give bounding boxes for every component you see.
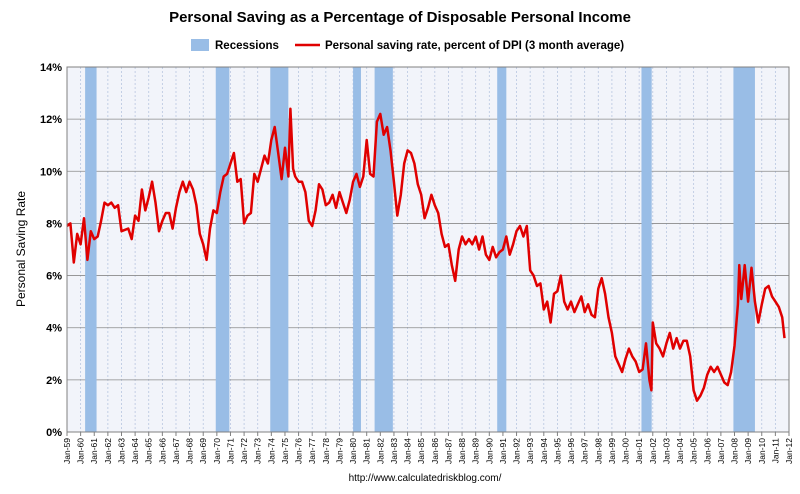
- y-tick-label: 6%: [46, 271, 62, 283]
- x-tick-label: Jan-73: [253, 438, 263, 464]
- x-tick-label: Jan-90: [484, 438, 494, 464]
- x-tick-label: Jan-92: [512, 438, 522, 464]
- y-tick-label: 4%: [46, 323, 62, 335]
- x-tick-label: Jan-95: [552, 438, 562, 464]
- y-axis-ticks: 0% 2% 4% 6% 8% 10% 12% 14%: [40, 62, 62, 439]
- x-tick-label: Jan-63: [117, 438, 127, 464]
- x-tick-label: Jan-66: [157, 438, 167, 464]
- x-tick-label: Jan-86: [430, 438, 440, 464]
- x-axis-ticks: Jan-59 Jan-60 Jan-61 Jan-62 Jan-63 Jan-64 Jan-…: [62, 432, 794, 464]
- x-tick-label: Jan-91: [498, 438, 508, 464]
- x-tick-label: Jan-72: [239, 438, 249, 464]
- x-tick-label: Jan-08: [730, 438, 740, 464]
- x-tick-label: Jan-94: [539, 438, 549, 464]
- x-tick-label: Jan-75: [280, 438, 290, 464]
- plot-border: [66, 66, 790, 433]
- source-url: http://www.calculatedriskblog.com/: [349, 473, 502, 484]
- x-tick-label: Jan-67: [171, 438, 181, 464]
- saving-rate-line: [66, 107, 786, 402]
- x-tick-label: Jan-62: [103, 438, 113, 464]
- x-tick-label: Jan-83: [389, 438, 399, 464]
- x-tick-label: Jan-65: [144, 438, 154, 464]
- x-tick-label: Jan-06: [702, 438, 712, 464]
- recession-band: [374, 67, 393, 432]
- y-tick-label: 0%: [46, 427, 62, 439]
- x-tick-label: Jan-61: [89, 438, 99, 464]
- x-tick-label: Jan-03: [661, 438, 671, 464]
- x-tick-label: Jan-93: [525, 438, 535, 464]
- y-tick-label: 2%: [46, 375, 62, 387]
- x-tick-label: Jan-59: [62, 438, 72, 464]
- x-tick-label: Jan-09: [743, 438, 753, 464]
- x-tick-label: Jan-96: [566, 438, 576, 464]
- x-tick-label: Jan-04: [675, 438, 685, 464]
- legend-label-recessions: Recessions: [215, 40, 279, 52]
- x-tick-label: Jan-70: [212, 438, 222, 464]
- x-tick-label: Jan-64: [130, 438, 140, 464]
- x-tick-label: Jan-98: [593, 438, 603, 464]
- x-tick-label: Jan-84: [403, 438, 413, 464]
- legend-swatch-recessions: [191, 39, 209, 51]
- x-tick-label: Jan-71: [226, 438, 236, 464]
- x-tick-label: Jan-80: [348, 438, 358, 464]
- x-tick-label: Jan-99: [607, 438, 617, 464]
- x-tick-label: Jan-76: [294, 438, 304, 464]
- recession-band: [270, 67, 289, 432]
- x-tick-label: Jan-88: [457, 438, 467, 464]
- x-tick-label: Jan-89: [471, 438, 481, 464]
- x-tick-label: Jan-85: [416, 438, 426, 464]
- x-tick-label: Jan-60: [76, 438, 86, 464]
- x-tick-label: Jan-10: [757, 438, 767, 464]
- recession-band: [641, 67, 652, 432]
- x-tick-label: Jan-00: [621, 438, 631, 464]
- plot-area: [67, 67, 789, 432]
- x-tick-label: Jan-69: [198, 438, 208, 464]
- x-tick-label: Jan-12: [784, 438, 794, 464]
- y-tick-label: 14%: [40, 62, 62, 74]
- recession-band: [733, 67, 755, 432]
- legend-label-saving-rate: Personal saving rate, percent of DPI (3 …: [325, 40, 624, 52]
- x-tick-label: Jan-87: [443, 438, 453, 464]
- x-tick-label: Jan-79: [335, 438, 345, 464]
- x-tick-label: Jan-78: [321, 438, 331, 464]
- y-tick-label: 12%: [40, 114, 62, 126]
- x-tick-label: Jan-11: [770, 438, 780, 464]
- recession-band: [85, 67, 97, 432]
- chart-title: Personal Saving as a Percentage of Dispo…: [169, 9, 631, 26]
- x-tick-label: Jan-05: [689, 438, 699, 464]
- x-tick-label: Jan-01: [634, 438, 644, 464]
- x-tick-label: Jan-68: [185, 438, 195, 464]
- legend: Recessions Personal saving rate, percent…: [191, 39, 624, 52]
- y-tick-label: 8%: [46, 218, 62, 230]
- series-lines: [66, 107, 786, 402]
- recession-band: [215, 67, 230, 432]
- x-tick-label: Jan-77: [307, 438, 317, 464]
- x-tick-label: Jan-81: [362, 438, 372, 464]
- y-tick-label: 10%: [40, 166, 62, 178]
- x-tick-label: Jan-74: [266, 438, 276, 464]
- x-tick-label: Jan-07: [716, 438, 726, 464]
- x-tick-label: Jan-97: [580, 438, 590, 464]
- y-axis-label: Personal Saving Rate: [14, 191, 28, 307]
- x-tick-label: Jan-02: [648, 438, 658, 464]
- recession-band: [353, 67, 361, 432]
- x-tick-label: Jan-82: [375, 438, 385, 464]
